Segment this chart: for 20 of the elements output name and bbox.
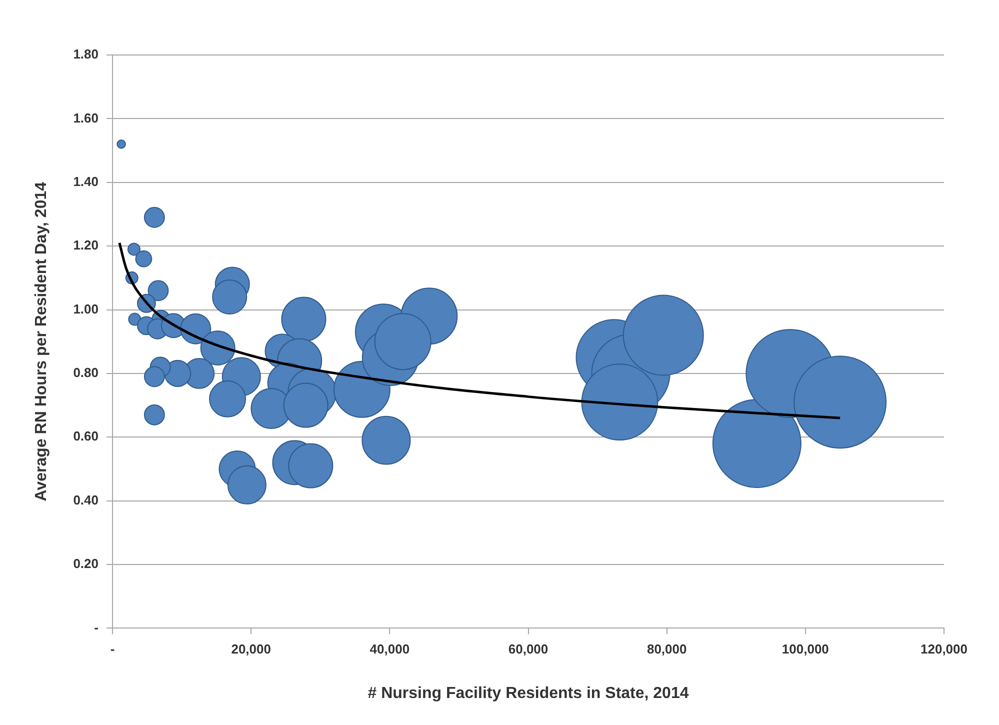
y-tick-label: 1.60 [73,110,98,126]
x-tick-label: - [110,642,115,657]
x-tick-label: 120,000 [920,642,968,657]
y-tick-label: 1.00 [73,301,98,316]
y-tick-label: 1.80 [73,46,98,62]
x-tick-label: 20,000 [231,642,271,657]
y-tick-label: 1.20 [73,238,98,253]
y-tick-label: 0.60 [73,428,98,444]
y-tick-label: - [94,620,98,635]
y-tick-label: 0.40 [73,492,98,508]
x-axis-title: # Nursing Facility Residents in State, 2014 [368,684,689,702]
y-tick-label: 0.20 [73,556,98,572]
x-tick-label: 40,000 [370,642,410,657]
x-tick-label: 60,000 [508,642,548,657]
y-tick-label: 1.40 [73,174,98,189]
x-tick-label: 100,000 [782,642,829,657]
line-series [118,242,842,420]
y-tick-label: 0.80 [73,365,98,380]
y-axis-title: Average RN Hours per Resident Day, 2014 [33,182,50,502]
x-tick-label: 80,000 [646,642,687,657]
